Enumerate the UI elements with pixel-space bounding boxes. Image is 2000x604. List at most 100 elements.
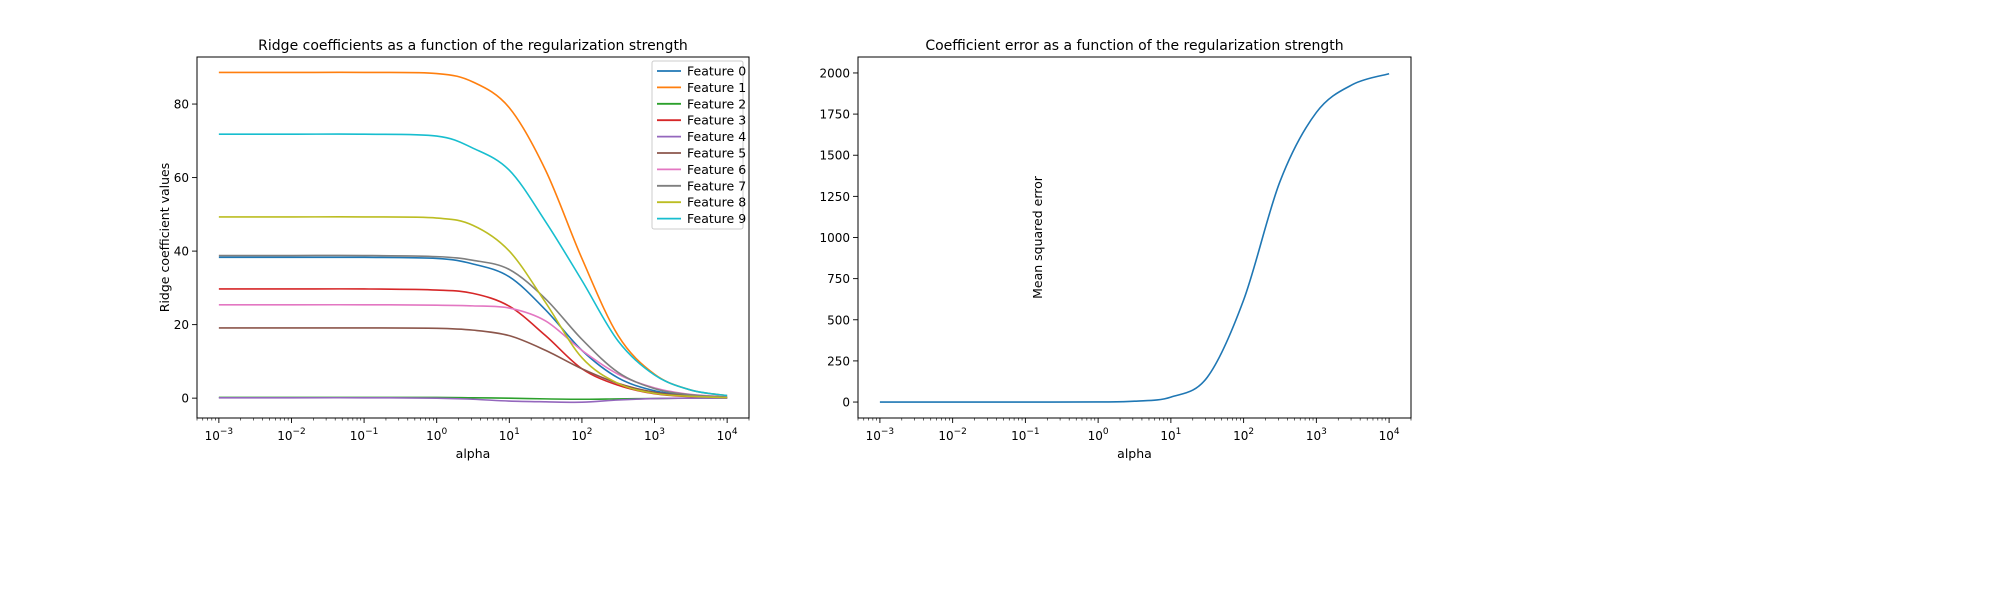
- y-tick-label: 1750: [819, 108, 850, 122]
- x-tick-label: 103: [1306, 427, 1327, 443]
- legend-label: Feature 7: [687, 178, 746, 193]
- x-tick-label: 100: [426, 427, 447, 443]
- axes-frame: [196, 56, 750, 419]
- x-tick-exponent: −2: [954, 427, 967, 437]
- x-tick-exponent: 0: [441, 427, 447, 437]
- legend-item: Feature 3: [657, 113, 746, 128]
- x-tick-exponent: 0: [1103, 427, 1109, 437]
- legend-label: Feature 5: [687, 146, 746, 161]
- series-line-feature-0: [218, 256, 728, 399]
- x-axis-label: alpha: [456, 446, 491, 461]
- y-tick-label: 60: [174, 171, 189, 185]
- x-tick-label: 102: [571, 427, 592, 443]
- y-tick-label: 80: [174, 98, 189, 112]
- legend-item: Feature 9: [657, 211, 746, 226]
- y-tick-label: 0: [181, 392, 189, 406]
- y-tick-label: 0: [842, 396, 850, 410]
- legend-item: Feature 1: [657, 80, 746, 95]
- series-group: [879, 73, 1390, 403]
- y-axis-label: Mean squared error: [1030, 175, 1045, 299]
- series-line-feature-4: [218, 396, 728, 404]
- legend-item: Feature 4: [657, 129, 746, 144]
- x-tick-exponent: −2: [292, 427, 305, 437]
- x-tick-label: 10−1: [350, 427, 379, 443]
- x-tick-base: 10: [426, 429, 441, 443]
- x-tick-label: 101: [1160, 427, 1181, 443]
- x-tick-exponent: 3: [659, 427, 665, 437]
- x-tick-base: 10: [205, 429, 220, 443]
- series-group: [218, 71, 728, 404]
- x-tick-label: 104: [717, 427, 738, 443]
- x-tick-base: 10: [1160, 429, 1175, 443]
- x-tick-base: 10: [1011, 429, 1026, 443]
- series-line-feature-8: [218, 216, 728, 399]
- x-tick-label: 101: [499, 427, 520, 443]
- y-tick-label: 750: [827, 272, 850, 286]
- x-tick-base: 10: [1233, 429, 1248, 443]
- y-tick-label: 20: [174, 318, 189, 332]
- legend-item: Feature 6: [657, 162, 746, 177]
- legend-item: Feature 7: [657, 178, 746, 193]
- x-tick-label: 104: [1379, 427, 1400, 443]
- x-tick-base: 10: [1088, 429, 1103, 443]
- axes-frame: [857, 56, 1412, 419]
- x-tick-exponent: 2: [587, 427, 593, 437]
- x-tick-base: 10: [644, 429, 659, 443]
- x-tick-label: 10−2: [277, 427, 306, 443]
- y-tick-label: 250: [827, 354, 850, 368]
- series-line-feature-9: [218, 133, 728, 397]
- series-line-feature-6: [218, 303, 728, 398]
- legend-label: Feature 4: [687, 129, 746, 144]
- legend-label: Feature 2: [687, 96, 746, 111]
- legend-item: Feature 8: [657, 195, 746, 210]
- x-tick-base: 10: [866, 429, 881, 443]
- x-tick-base: 10: [1306, 429, 1321, 443]
- x-tick-label: 102: [1233, 427, 1254, 443]
- x-tick-exponent: −3: [220, 427, 233, 437]
- series-line-feature-1: [218, 71, 728, 397]
- legend-item: Feature 5: [657, 146, 746, 161]
- legend-item: Feature 0: [657, 64, 746, 79]
- x-tick-base: 10: [1379, 429, 1394, 443]
- chart-title: Coefficient error as a function of the r…: [925, 38, 1343, 54]
- legend-label: Feature 8: [687, 195, 746, 210]
- chart-title: Ridge coefficients as a function of the …: [258, 38, 688, 54]
- x-axis-label: alpha: [1117, 446, 1152, 461]
- series-line-feature-7: [218, 254, 728, 398]
- y-tick-label: 40: [174, 245, 189, 259]
- x-tick-base: 10: [717, 429, 732, 443]
- x-tick-exponent: 1: [1176, 427, 1182, 437]
- x-tick-exponent: −1: [365, 427, 378, 437]
- y-tick-label: 500: [827, 313, 850, 327]
- x-tick-base: 10: [499, 429, 514, 443]
- x-tick-label: 100: [1088, 427, 1109, 443]
- x-tick-exponent: 4: [1394, 427, 1400, 437]
- x-tick-label: 10−3: [866, 427, 895, 443]
- x-tick-label: 10−2: [938, 427, 967, 443]
- x-tick-exponent: −3: [881, 427, 894, 437]
- ridge-coefficients-chart: 10−3 10−2 10−1 100 101 102 103 104020406080Ridg…: [157, 38, 750, 461]
- legend-label: Feature 1: [687, 80, 746, 95]
- series-line-feature-5: [218, 327, 728, 399]
- x-tick-exponent: 2: [1248, 427, 1254, 437]
- series-line-mse: [879, 73, 1390, 403]
- x-tick-label: 103: [644, 427, 665, 443]
- coefficient-error-chart: 10−3 10−2 10−1 100 101 102 103 1040250500750100…: [819, 38, 1412, 461]
- x-tick-exponent: 3: [1321, 427, 1327, 437]
- y-tick-label: 1500: [819, 149, 850, 163]
- y-tick-label: 1250: [819, 190, 850, 204]
- x-tick-exponent: −1: [1026, 427, 1039, 437]
- x-tick-label: 10−3: [205, 427, 234, 443]
- x-tick-exponent: 1: [514, 427, 520, 437]
- y-tick-label: 2000: [819, 66, 850, 80]
- legend-label: Feature 0: [687, 64, 746, 79]
- legend-label: Feature 3: [687, 113, 746, 128]
- legend-label: Feature 9: [687, 211, 746, 226]
- legend-item: Feature 2: [657, 96, 746, 111]
- legend-label: Feature 6: [687, 162, 746, 177]
- x-tick-base: 10: [350, 429, 365, 443]
- y-tick-label: 1000: [819, 231, 850, 245]
- x-tick-label: 10−1: [1011, 427, 1040, 443]
